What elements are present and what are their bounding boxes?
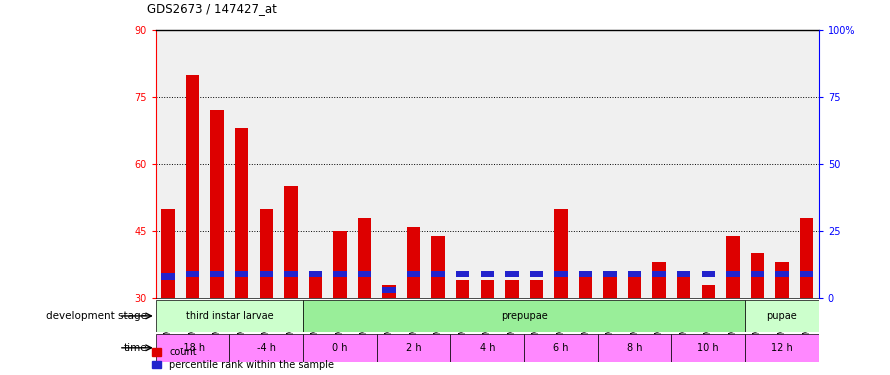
Bar [235, 128, 248, 298]
Bar [677, 271, 691, 278]
Bar [775, 262, 789, 298]
Bar [524, 334, 598, 362]
Bar [598, 334, 671, 362]
Bar [358, 217, 371, 298]
Bar [800, 217, 813, 298]
Bar [303, 334, 376, 362]
Bar [800, 271, 813, 278]
Bar [161, 209, 174, 298]
Bar [309, 272, 322, 298]
Text: 12 h: 12 h [771, 343, 793, 353]
Bar [210, 271, 224, 278]
Bar [156, 300, 303, 332]
Text: 6 h: 6 h [554, 343, 569, 353]
Text: time: time [123, 343, 147, 353]
Bar [530, 271, 543, 278]
Bar [383, 285, 396, 298]
Bar [750, 254, 765, 298]
Bar [745, 334, 819, 362]
Bar [750, 271, 765, 278]
Text: development stage: development stage [46, 311, 147, 321]
Bar [603, 271, 617, 278]
Bar [456, 280, 469, 298]
Bar [161, 273, 174, 280]
Bar [652, 262, 666, 298]
Bar [309, 271, 322, 278]
Bar [284, 271, 297, 278]
Bar [450, 334, 524, 362]
Bar [383, 287, 396, 293]
Bar [701, 271, 715, 278]
Bar [407, 271, 420, 278]
Legend: count, percentile rank within the sample: count, percentile rank within the sample [151, 347, 335, 370]
Bar [603, 272, 617, 298]
Bar [333, 271, 347, 278]
Bar [775, 271, 789, 278]
Bar [745, 300, 819, 332]
Text: 8 h: 8 h [627, 343, 643, 353]
Bar [186, 271, 199, 278]
Text: 0 h: 0 h [332, 343, 348, 353]
Bar [376, 334, 450, 362]
Text: prepupae: prepupae [501, 311, 547, 321]
Text: 2 h: 2 h [406, 343, 422, 353]
Bar [230, 334, 303, 362]
Bar [235, 271, 248, 278]
Bar [671, 334, 745, 362]
Text: GDS2673 / 147427_at: GDS2673 / 147427_at [147, 2, 277, 15]
Bar [481, 271, 494, 278]
Bar [156, 334, 230, 362]
Bar [303, 300, 745, 332]
Bar [530, 280, 543, 298]
Bar [726, 271, 740, 278]
Bar [578, 271, 592, 278]
Bar [578, 272, 592, 298]
Bar [506, 280, 519, 298]
Bar [186, 75, 199, 298]
Bar [407, 226, 420, 298]
Text: -4 h: -4 h [256, 343, 276, 353]
Bar [260, 271, 273, 278]
Bar [284, 186, 297, 298]
Text: -18 h: -18 h [180, 343, 206, 353]
Bar [554, 209, 568, 298]
Bar [481, 280, 494, 298]
Bar [701, 285, 715, 298]
Bar [210, 110, 224, 298]
Bar [432, 236, 445, 298]
Bar [456, 271, 469, 278]
Bar [726, 236, 740, 298]
Bar [627, 271, 642, 278]
Bar [506, 271, 519, 278]
Bar [652, 271, 666, 278]
Bar [260, 209, 273, 298]
Text: 4 h: 4 h [480, 343, 495, 353]
Text: third instar larvae: third instar larvae [186, 311, 273, 321]
Bar [333, 231, 347, 298]
Text: pupae: pupae [766, 311, 797, 321]
Bar [432, 271, 445, 278]
Text: 10 h: 10 h [698, 343, 719, 353]
Bar [358, 271, 371, 278]
Bar [554, 271, 568, 278]
Bar [627, 272, 642, 298]
Bar [677, 272, 691, 298]
